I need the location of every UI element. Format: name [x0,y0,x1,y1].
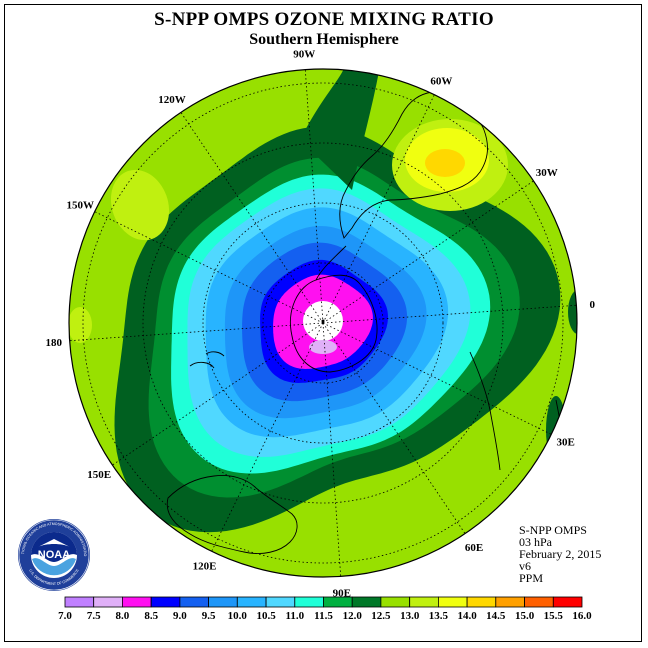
info-instrument: S-NPP OMPS [519,523,587,537]
graticule [69,69,577,577]
longitude-labels: 90W 60W 30W 0 30E 60E 90E 120E 150E 180 150W 120W [45,49,595,600]
map-subtitle: Southern Hemisphere [249,31,399,48]
latitude-circle [142,142,504,504]
longitude-label-10: 150W [67,200,95,212]
globe-outline [68,68,578,578]
pole-marker [321,319,325,323]
product-info: S-NPP OMPS 03 hPa February 2, 2015 v6 PP… [519,524,601,584]
figure-frame [4,4,642,642]
field-level-13.5-anomaly [425,149,465,177]
coastline-7 [210,594,286,604]
longitude-label-3: 0 [590,299,596,311]
info-date: February 2, 2015 [519,547,602,561]
latitude-circle [82,82,564,564]
longitude-label-9: 180 [45,337,62,349]
longitude-label-0: 90W [293,49,315,61]
noaa-logo-text: NOAA [38,549,70,561]
coastline-5 [469,351,501,471]
longitude-label-5: 60E [465,542,483,554]
map-title: S-NPP OMPS OZONE MIXING RATIO [154,9,494,30]
latitude-circle [262,262,384,384]
coastline-3 [166,475,298,554]
latitude-circle [202,202,444,444]
longitude-label-2: 30W [536,167,558,179]
noaa-logo: NOAA NATIONAL OCEANIC AND ATMOSPHERIC AD… [16,517,90,591]
field-level-7.5-patch [309,340,337,354]
coastline-4 [189,351,225,369]
longitude-label-6: 90E [333,587,351,599]
longitude-label-4: 30E [557,436,575,448]
info-units: PPM [519,571,544,585]
longitude-label-8: 150E [87,469,111,481]
field-level-12.5-west [110,169,170,241]
info-version: v6 [519,559,531,573]
info-level: 03 hPa [519,535,552,549]
longitude-label-7: 120E [193,561,217,573]
longitude-label-11: 120W [158,94,186,106]
longitude-label-1: 60W [430,75,452,87]
